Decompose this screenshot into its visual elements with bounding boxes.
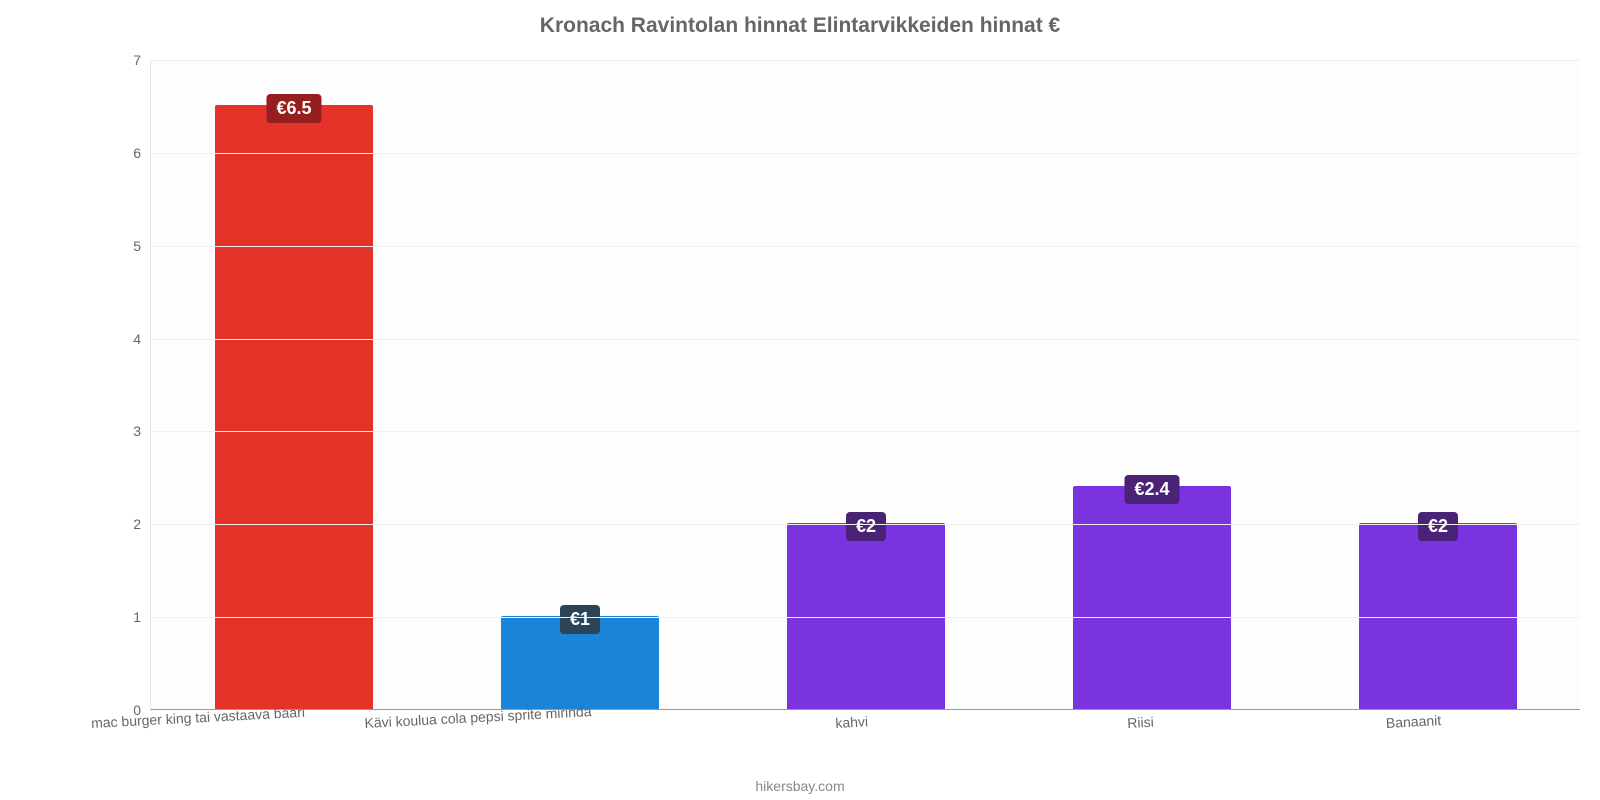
bar-value-label: €2.4 (1124, 475, 1179, 504)
gridline (151, 524, 1580, 525)
gridline (151, 431, 1580, 432)
bar: €1 (501, 616, 658, 709)
y-tick-label: 4 (133, 331, 151, 347)
x-tick-label: Banaanit (1385, 712, 1441, 731)
bar-value-label: €1 (560, 605, 600, 634)
gridline (151, 246, 1580, 247)
bars-layer: €6.5 €1 €2 €2.4 €2 (151, 60, 1580, 709)
bar-value-label: €2 (846, 512, 886, 541)
bar: €2 (1359, 523, 1516, 709)
gridline (151, 339, 1580, 340)
plot-area: €6.5€1€2€2.4€2 01234567mac burger king t… (150, 60, 1580, 710)
y-tick-label: 3 (133, 423, 151, 439)
y-tick-label: 5 (133, 238, 151, 254)
bar-value-label: €2 (1418, 512, 1458, 541)
y-tick-label: 6 (133, 145, 151, 161)
chart-title: Kronach Ravintolan hinnat Elintarvikkeid… (0, 0, 1600, 38)
bar-value-label: €6.5 (266, 94, 321, 123)
x-tick-label: Riisi (1127, 714, 1154, 731)
attribution-text: hikersbay.com (0, 778, 1600, 794)
y-tick-label: 7 (133, 52, 151, 68)
x-tick-label: kahvi (835, 713, 868, 731)
gridline (151, 617, 1580, 618)
gridline (151, 60, 1580, 61)
bar: €2.4 (1073, 486, 1230, 709)
chart-container: Kronach Ravintolan hinnat Elintarvikkeid… (0, 0, 1600, 800)
gridline (151, 153, 1580, 154)
bar: €2 (787, 523, 944, 709)
y-tick-label: 2 (133, 516, 151, 532)
y-tick-label: 1 (133, 609, 151, 625)
bar: €6.5 (215, 105, 372, 709)
